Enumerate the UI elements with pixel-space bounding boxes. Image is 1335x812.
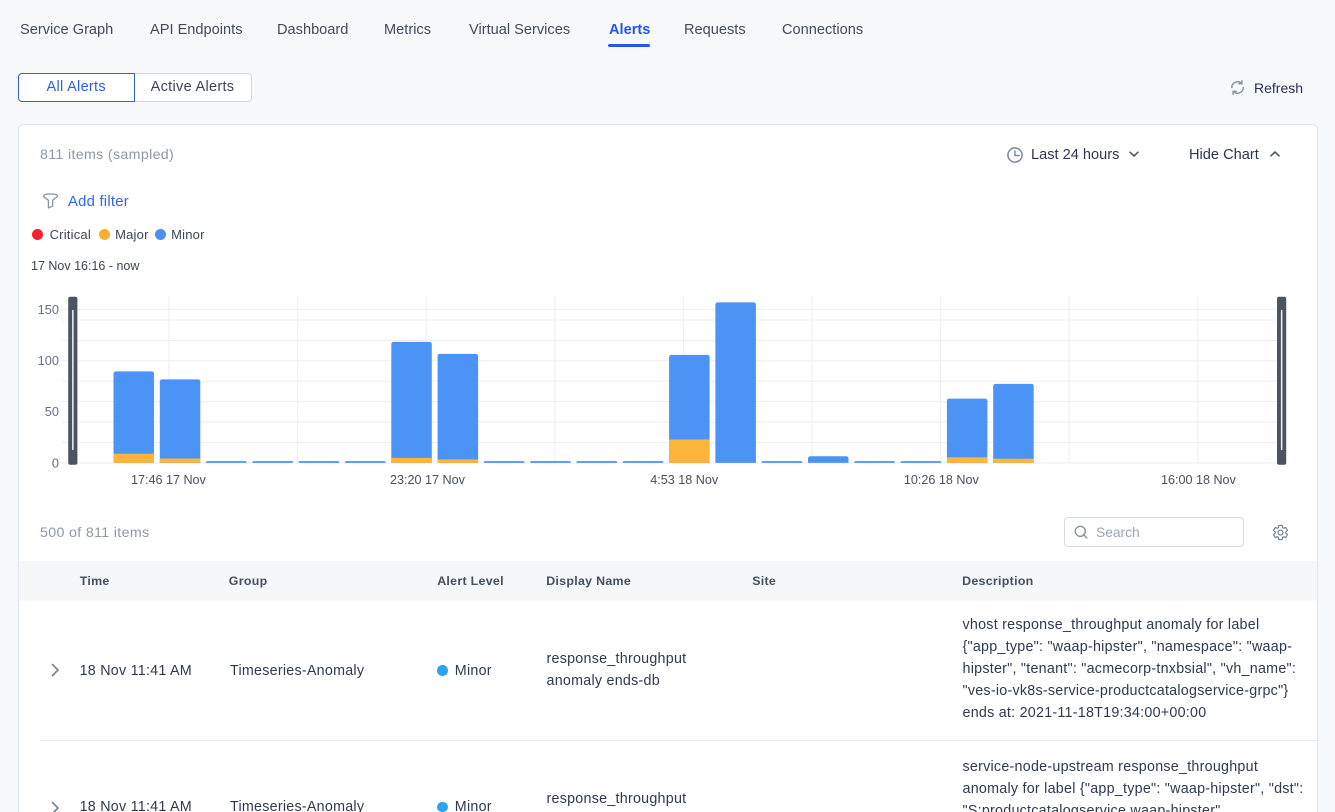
svg-text:16:00 18 Nov: 16:00 18 Nov [1161, 473, 1237, 487]
svg-text:50: 50 [45, 404, 59, 419]
svg-text:10:26 18 Nov: 10:26 18 Nov [904, 473, 980, 487]
svg-text:150: 150 [38, 302, 59, 317]
svg-text:100: 100 [38, 353, 59, 368]
svg-text:23:20 17 Nov: 23:20 17 Nov [390, 473, 466, 487]
svg-text:4:53 18 Nov: 4:53 18 Nov [650, 473, 719, 487]
svg-text:17:46 17 Nov: 17:46 17 Nov [131, 473, 207, 487]
svg-text:0: 0 [52, 455, 59, 470]
